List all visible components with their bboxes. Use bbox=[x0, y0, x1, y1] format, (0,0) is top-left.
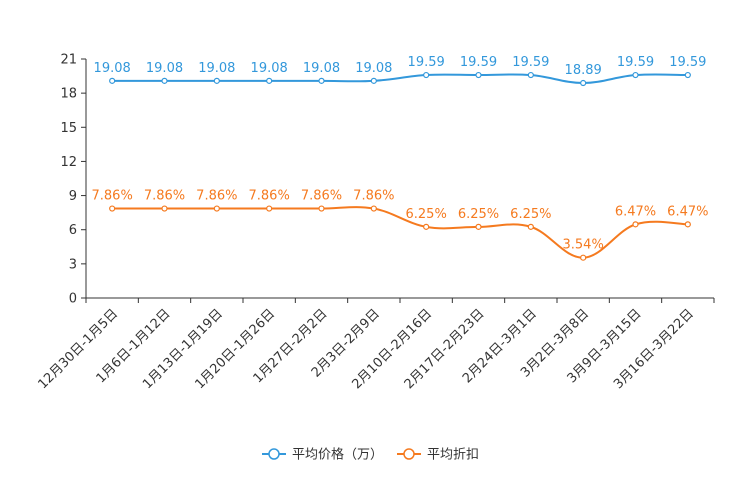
data-label: 7.86% bbox=[301, 189, 342, 204]
legend-label: 平均折扣 bbox=[427, 448, 479, 463]
data-point bbox=[423, 223, 430, 230]
data-label: 6.47% bbox=[615, 204, 656, 219]
y-tick-label: 15 bbox=[60, 121, 77, 136]
data-point bbox=[318, 77, 325, 84]
data-label: 7.86% bbox=[249, 189, 290, 204]
data-label: 18.89 bbox=[565, 63, 602, 78]
data-label: 19.59 bbox=[460, 55, 497, 70]
data-label: 19.59 bbox=[408, 55, 445, 70]
series-1: 7.86% 7.86% 7.86% 7.86% 7.86% 7.86% 6.25% 6.25%… bbox=[92, 189, 708, 261]
series-0: 19.08 19.08 19.08 19.08 19.08 19.08 19.59 19.59… bbox=[94, 55, 706, 87]
data-label: 6.25% bbox=[406, 207, 447, 222]
data-label: 19.08 bbox=[146, 61, 183, 76]
data-point bbox=[475, 71, 482, 79]
data-label: 3.54% bbox=[563, 238, 604, 253]
data-label: 6.47% bbox=[667, 204, 708, 219]
data-label: 19.08 bbox=[251, 61, 288, 76]
series-line bbox=[112, 73, 688, 85]
data-label: 19.08 bbox=[198, 61, 235, 76]
data-point bbox=[266, 205, 273, 212]
data-point bbox=[475, 223, 482, 230]
y-tick-label: 3 bbox=[69, 257, 77, 272]
data-point bbox=[318, 205, 325, 212]
y-tick-label: 21 bbox=[60, 53, 77, 68]
y-tick-label: 6 bbox=[69, 223, 77, 238]
data-label: 19.59 bbox=[512, 55, 549, 70]
data-label: 7.86% bbox=[92, 189, 133, 204]
data-label: 7.86% bbox=[196, 189, 237, 204]
data-point bbox=[632, 221, 639, 228]
data-point bbox=[527, 71, 534, 79]
y-tick-label: 0 bbox=[69, 292, 77, 307]
data-label: 7.86% bbox=[144, 189, 185, 204]
legend-marker bbox=[268, 448, 280, 460]
data-point bbox=[161, 77, 168, 84]
data-point bbox=[580, 254, 587, 261]
legend-label: 平均价格（万） bbox=[292, 447, 383, 463]
data-label: 6.25% bbox=[510, 207, 551, 222]
y-tick-label: 9 bbox=[69, 189, 77, 204]
data-label: 19.08 bbox=[303, 61, 340, 76]
legend-item-0[interactable]: 平均价格（万） bbox=[262, 447, 383, 463]
y-tick-label: 12 bbox=[60, 155, 77, 170]
legend-item-1[interactable]: 平均折扣 bbox=[397, 448, 479, 463]
data-point bbox=[370, 77, 377, 84]
data-label: 19.59 bbox=[617, 55, 654, 70]
data-point bbox=[684, 71, 691, 79]
data-label: 7.86% bbox=[353, 189, 394, 204]
data-label: 6.25% bbox=[458, 207, 499, 222]
data-point bbox=[213, 77, 220, 84]
data-point bbox=[161, 205, 168, 212]
data-label: 19.08 bbox=[355, 61, 392, 76]
data-point bbox=[632, 71, 639, 79]
data-point bbox=[213, 205, 220, 212]
y-axis: 0 3 6 9 12 15 18 21 bbox=[60, 53, 87, 307]
legend-marker bbox=[403, 448, 415, 460]
data-point bbox=[109, 205, 116, 212]
data-point bbox=[370, 205, 377, 212]
x-axis: 12月30日-1月5日1月6日-1月12日1月13日-1月19日1月20日-1月… bbox=[35, 297, 715, 392]
legend[interactable]: 平均价格（万） 平均折扣 bbox=[262, 447, 479, 463]
data-point bbox=[109, 77, 116, 84]
data-point bbox=[684, 221, 691, 228]
data-label: 19.59 bbox=[669, 55, 706, 70]
series-layer: 19.08 19.08 19.08 19.08 19.08 19.08 19.59 19.59… bbox=[92, 55, 708, 261]
data-point bbox=[266, 77, 273, 84]
data-point bbox=[580, 79, 587, 87]
data-point bbox=[423, 71, 430, 79]
data-point bbox=[527, 223, 534, 230]
data-label: 19.08 bbox=[94, 61, 131, 76]
y-tick-label: 18 bbox=[60, 87, 77, 102]
